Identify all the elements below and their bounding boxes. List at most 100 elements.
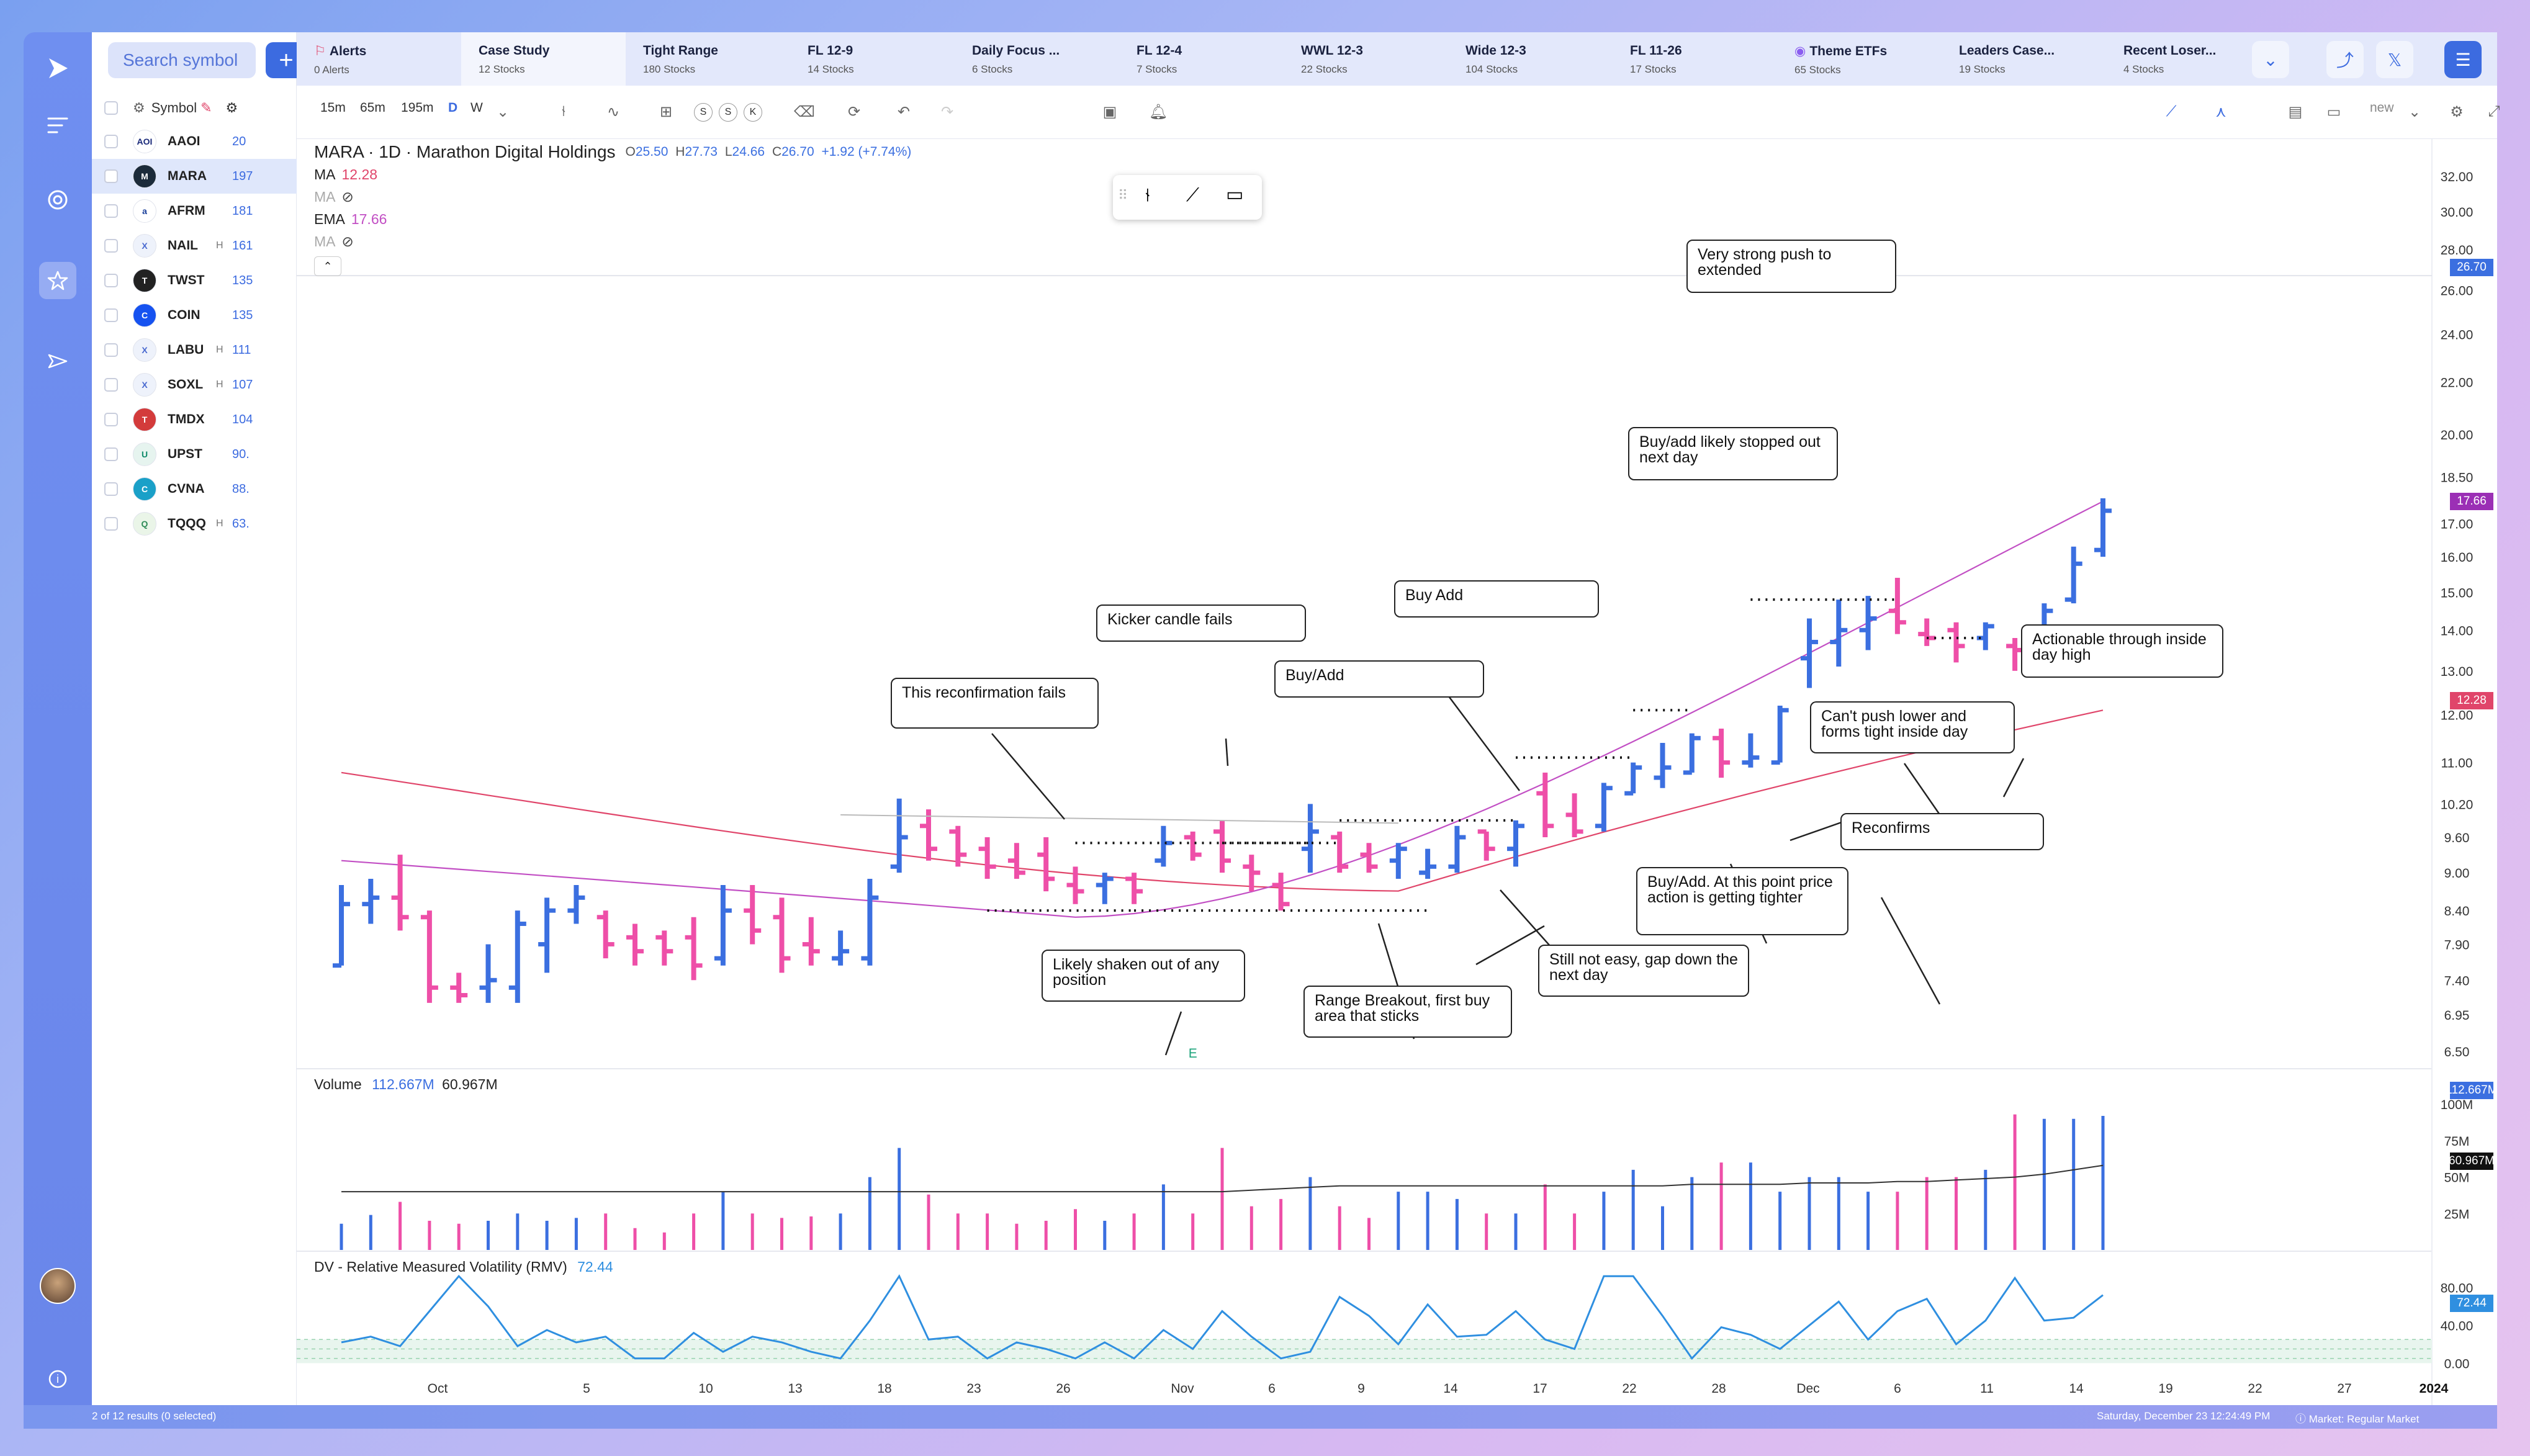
chart-annotation-callout[interactable]: Buy/Add. At this point price action is g… [1636,867,1848,935]
list-view-icon[interactable]: ☰ [2444,41,2482,78]
select-all-checkbox[interactable] [104,101,118,115]
column-settings-icon[interactable]: ⚙ [225,100,238,115]
row-checkbox[interactable] [104,343,118,357]
watchlist-tab[interactable]: Tight Range 180 Stocks [626,32,790,86]
row-checkbox[interactable] [104,308,118,322]
chart-annotation-callout[interactable]: Very strong push to extended [1686,240,1896,293]
watchlist-row[interactable]: T TWST 135 [92,263,297,298]
row-checkbox[interactable] [104,413,118,426]
watchlist-tab[interactable]: FL 12-9 14 Stocks [790,32,955,86]
indicators-icon[interactable]: ∿ [606,103,620,120]
share-icon[interactable]: ⤴ [2326,41,2364,78]
x-share-icon[interactable]: 𝕏 [2376,41,2413,78]
eraser-icon[interactable]: ⌫ [794,103,815,120]
watchlist-tab[interactable]: FL 12-4 7 Stocks [1119,32,1284,86]
watchlist-tab[interactable]: Wide 12-3 104 Stocks [1448,32,1613,86]
refresh-icon[interactable]: ⟳ [847,103,861,120]
trendline-tool-icon[interactable]: ⟋ [1186,185,1199,205]
watchlist-tab[interactable]: ◉ Theme ETFs 65 Stocks [1777,32,1942,86]
study-s2-button[interactable]: S [719,103,737,122]
chart-annotation-callout[interactable]: Buy/add likely stopped out next day [1628,427,1838,480]
watchlist-tab[interactable]: Daily Focus ... 6 Stocks [955,32,1119,86]
chart-settings-icon[interactable]: ⚙ [2450,103,2464,120]
compare-icon[interactable]: ⋏ [2215,103,2226,120]
layout-name-label[interactable]: new [2370,101,2394,115]
watchlist-tab[interactable]: Recent Loser... 4 Stocks [2106,32,2271,86]
undo-icon[interactable]: ↶ [897,103,911,120]
interval-daily[interactable]: D [448,101,458,115]
chart-svg[interactable]: 32.00 30.00 28.00 26.00 24.00 22.00 20.00 18.50… [297,139,2527,1405]
interval-weekly[interactable]: W [470,101,483,115]
watchlist-tab[interactable]: ⚐ Alerts 0 Alerts [297,32,461,86]
logo-play-icon[interactable] [39,50,76,87]
chart-area[interactable]: 32.00 30.00 28.00 26.00 24.00 22.00 20.00 18.50… [297,139,2527,1405]
watchlist-row[interactable]: U UPST 90. [92,437,297,472]
calendar-icon[interactable]: ▣ [1102,103,1117,120]
chart-annotation-callout[interactable]: Range Breakout, first buy area that stic… [1303,986,1512,1038]
scan-icon[interactable] [39,181,76,218]
row-checkbox[interactable] [104,169,118,183]
watchlist-tab[interactable]: Case Study 12 Stocks [461,32,626,86]
watchlist-row[interactable]: C CVNA 88. [92,472,297,506]
chart-annotation-callout[interactable]: Actionable through inside day high [2021,624,2223,678]
pencil-icon[interactable]: ✎ [200,100,212,115]
interval-dropdown-icon[interactable]: ⌄ [496,103,510,120]
interval-65m[interactable]: 65m [360,101,385,115]
hidden-eye-icon[interactable]: ⊘ [341,188,354,205]
watchlist-row[interactable]: X LABU H 111 [92,333,297,367]
chart-annotation-callout[interactable]: Buy Add [1394,580,1599,618]
comment-tool-icon[interactable]: ▭ [1226,184,1244,205]
fullscreen-icon[interactable]: ⤢ [2488,103,2500,120]
folder-icon[interactable]: ▭ [2326,103,2341,120]
watchlist-row[interactable]: C COIN 135 [92,298,297,333]
search-symbol-input[interactable]: Search symbol [108,42,256,78]
chart-annotation-callout[interactable]: Kicker candle fails [1096,604,1306,642]
chart-annotation-callout[interactable]: Buy/Add [1274,660,1484,698]
watchlist-row[interactable]: Q TQQQ H 63. [92,506,297,541]
line-chart-icon[interactable]: ⟋ [2166,103,2177,120]
chart-annotation-callout[interactable]: Reconfirms [1840,813,2044,850]
row-checkbox[interactable] [104,204,118,218]
watchlist-tab[interactable]: Leaders Case... 19 Stocks [1942,32,2106,86]
tabs-dropdown-button[interactable]: ⌄ [2252,41,2289,78]
chart-annotation-callout[interactable]: This reconfirmation fails [891,678,1099,729]
symbol-column-header[interactable]: Symbol [151,100,197,115]
avatar[interactable] [39,1267,76,1305]
menu-icon[interactable] [39,107,76,144]
hidden-eye-icon[interactable]: ⊘ [341,233,354,249]
chart-annotation-callout[interactable]: Likely shaken out of any position [1042,950,1245,1002]
drag-handle-icon[interactable]: ⠿ [1118,187,1128,203]
chart-annotation-callout[interactable]: Can't push lower and forms tight inside … [1810,701,2015,753]
interval-195m[interactable]: 195m [401,101,434,115]
watchlist-tab[interactable]: FL 11-26 17 Stocks [1613,32,1777,86]
replay-icon[interactable] [39,343,76,380]
help-icon[interactable]: i [39,1360,76,1398]
bar-style-icon[interactable]: ⫮ [561,103,566,120]
alert-bell-icon[interactable]: 🔔︎ [1148,103,1168,120]
bars-tool-icon[interactable]: ⫮ [1145,185,1150,205]
row-checkbox[interactable] [104,482,118,496]
watchlist-row[interactable]: X NAIL H 161 [92,228,297,263]
watchlist-row[interactable]: M MARA 197 [92,159,297,194]
row-checkbox[interactable] [104,274,118,287]
row-checkbox[interactable] [104,239,118,253]
row-checkbox[interactable] [104,447,118,461]
study-k-button[interactable]: K [744,103,762,122]
watchlist-tab[interactable]: WWL 12-3 22 Stocks [1284,32,1448,86]
interval-15m[interactable]: 15m [320,101,346,115]
row-checkbox[interactable] [104,135,118,148]
watchlist-row[interactable]: T TMDX 104 [92,402,297,437]
chart-annotation-callout[interactable]: Still not easy, gap down the next day [1538,945,1749,997]
collapse-legend-button[interactable]: ⌃ [314,256,341,276]
row-checkbox[interactable] [104,517,118,531]
redo-icon[interactable]: ↷ [940,103,954,120]
watchlist-star-icon[interactable] [39,262,76,299]
layout-icon[interactable]: ▤ [2288,103,2303,120]
row-checkbox[interactable] [104,378,118,392]
watchlist-row[interactable]: X SOXL H 107 [92,367,297,402]
watchlist-row[interactable]: AOI AAOI 20 [92,124,297,159]
watchlist-row[interactable]: a AFRM 181 [92,194,297,228]
layout-dropdown-icon[interactable]: ⌄ [2408,103,2421,120]
layout-grid-icon[interactable]: ⊞ [659,103,673,120]
study-s1-button[interactable]: S [694,103,713,122]
